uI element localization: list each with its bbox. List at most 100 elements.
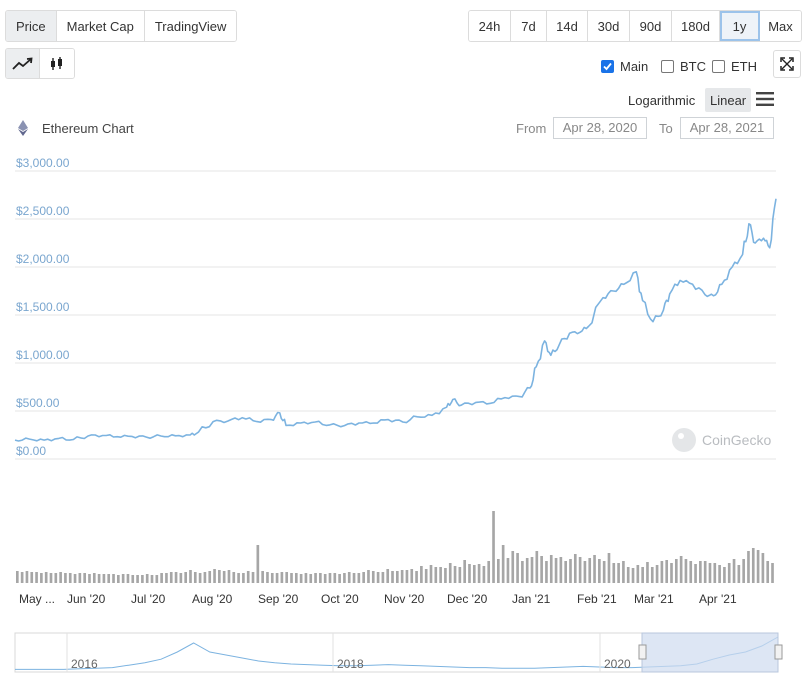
navigator-handle[interactable] <box>638 644 647 660</box>
volume-bar <box>501 545 505 583</box>
volume-bar <box>737 565 741 583</box>
compare-eth-label: ETH <box>731 59 757 74</box>
volume-bar <box>391 571 394 583</box>
menu-icon[interactable] <box>756 92 774 106</box>
volume-bar <box>530 557 534 583</box>
volume-bar <box>766 561 770 583</box>
volume-bar <box>434 567 438 583</box>
volume-bar <box>208 571 212 583</box>
volume-bar <box>299 574 303 583</box>
volume-bar <box>497 559 500 583</box>
volume-bar <box>54 573 58 583</box>
volume-bar <box>97 574 101 583</box>
volume-bar <box>126 574 130 583</box>
range-180d-button[interactable]: 180d <box>672 11 720 41</box>
fullscreen-button[interactable] <box>773 50 801 78</box>
volume-bar <box>184 572 187 583</box>
range-7d-button[interactable]: 7d <box>511 11 547 41</box>
volume-bar <box>338 574 341 583</box>
candlestick-icon[interactable] <box>40 49 74 78</box>
x-tick-label: Mar '21 <box>634 592 674 606</box>
volume-bar <box>646 562 649 583</box>
volume-bar <box>453 566 457 583</box>
volume-bar <box>165 573 168 583</box>
navigator[interactable]: 2016 2018 2020 <box>14 632 783 673</box>
range-90d-button[interactable]: 90d <box>630 11 672 41</box>
volume-bar <box>583 561 587 583</box>
volume-bar <box>150 575 154 583</box>
volume-bar <box>420 566 423 583</box>
watermark-text: CoinGecko <box>702 432 771 448</box>
volume-bar <box>699 561 702 583</box>
volume-bar <box>117 575 120 583</box>
range-14d-button[interactable]: 14d <box>547 11 588 41</box>
price-line[interactable] <box>14 198 777 442</box>
gecko-logo-icon <box>672 428 696 452</box>
x-tick-label: Dec '20 <box>447 592 488 606</box>
compare-eth-checkbox[interactable]: ETH <box>712 59 757 74</box>
volume-bar <box>352 573 356 583</box>
compare-main-checkbox[interactable]: Main <box>601 59 648 74</box>
line-chart-icon[interactable] <box>6 49 40 78</box>
volume-bar <box>511 551 515 583</box>
volume-bar <box>222 571 226 583</box>
volume-bar <box>727 563 731 583</box>
volume-bar <box>174 572 178 583</box>
volume-bar <box>612 563 616 583</box>
volume-bar <box>88 574 91 583</box>
volume-bar <box>328 573 332 583</box>
range-selector: 24h 7d 14d 30d 90d 180d 1y Max <box>468 10 802 42</box>
y-axis-labels: $3,000.00 $2,500.00 $2,000.00 $1,500.00 $1,0… <box>16 156 70 458</box>
x-tick-label: Feb '21 <box>577 592 617 606</box>
range-max-button[interactable]: Max <box>760 11 801 41</box>
volume-bar <box>304 573 308 583</box>
volume-bar <box>246 571 250 583</box>
volume-bar <box>218 570 221 583</box>
tab-price[interactable]: Price <box>6 11 57 41</box>
from-date-input[interactable]: Apr 28, 2020 <box>553 117 647 139</box>
chart-title: Ethereum Chart <box>18 120 134 136</box>
volume-bar <box>121 574 125 583</box>
volume-bar <box>525 558 529 583</box>
volume-bar <box>631 568 635 583</box>
volume-bar <box>145 574 149 583</box>
volume-bar <box>487 561 491 583</box>
volume-bar <box>256 545 260 583</box>
volume-bar <box>266 572 269 583</box>
volume-bar <box>16 571 19 583</box>
to-label: To <box>659 121 673 136</box>
scale-logarithmic-button[interactable]: Logarithmic <box>628 92 696 108</box>
x-tick-label: Oct '20 <box>321 592 359 606</box>
scale-linear-button[interactable]: Linear <box>705 88 752 112</box>
volume-bar <box>213 569 216 583</box>
y-tick-label: $1,000.00 <box>16 348 70 362</box>
tab-market-cap[interactable]: Market Cap <box>56 11 145 41</box>
volume-bar <box>708 563 712 583</box>
to-date-input[interactable]: Apr 28, 2021 <box>680 117 774 139</box>
volume-bar <box>30 572 34 583</box>
navigator-selection[interactable] <box>641 632 779 673</box>
x-axis-labels: May ... Jun '20 Jul '20 Aug '20 Sep '20 Oct '… <box>19 592 737 606</box>
volume-bar <box>636 565 640 583</box>
volume-bar <box>102 574 106 583</box>
volume-bar <box>319 573 322 583</box>
volume-bar <box>559 557 563 583</box>
range-1y-button[interactable]: 1y <box>720 11 760 41</box>
y-tick-label: $2,000.00 <box>16 252 70 266</box>
tab-tradingview[interactable]: TradingView <box>144 11 237 41</box>
range-30d-button[interactable]: 30d <box>588 11 630 41</box>
volume-bar <box>674 559 678 583</box>
volume-bar <box>761 553 765 583</box>
y-tick-label: $1,500.00 <box>16 300 70 314</box>
volume-bar <box>203 572 207 583</box>
range-24h-button[interactable]: 24h <box>469 11 511 41</box>
volume-bar <box>626 567 630 583</box>
compare-btc-checkbox[interactable]: BTC <box>661 59 706 74</box>
volume-bar <box>641 567 644 583</box>
volume-bar <box>468 564 471 583</box>
navigator-handle[interactable] <box>774 644 783 660</box>
volume-bar <box>747 551 750 583</box>
volume-bar <box>573 554 577 583</box>
volume-bar <box>347 572 351 583</box>
